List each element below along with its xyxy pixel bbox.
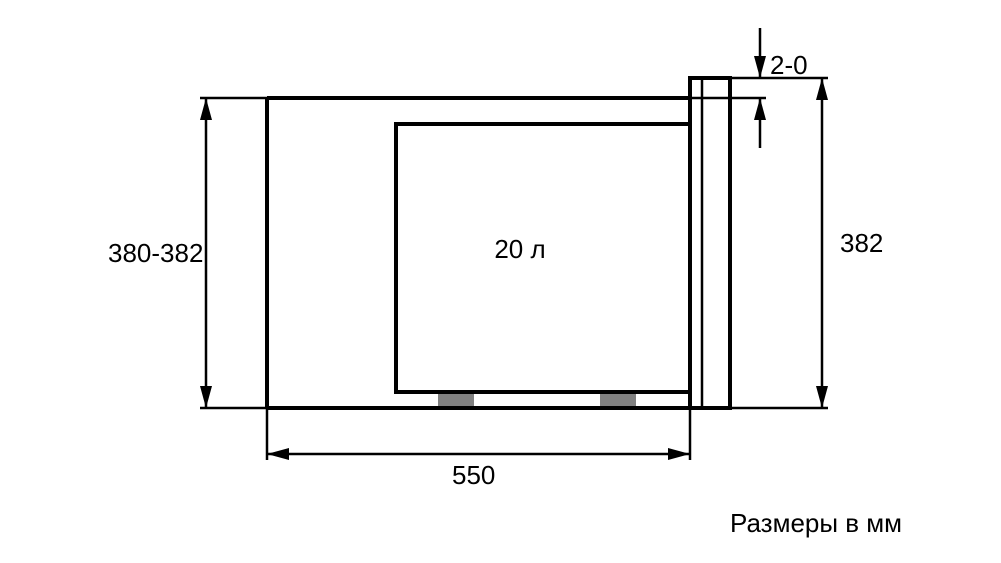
dim-label-right: 382 (840, 228, 883, 258)
unit-foot-0 (438, 392, 474, 408)
dim-label-left: 380-382 (108, 238, 203, 268)
arrow-head-down (816, 386, 828, 408)
arrow-head-up (754, 98, 766, 120)
dim-label-bottom: 550 (452, 460, 495, 490)
dim-label-gap: 2-0 (770, 50, 808, 80)
arrow-head-down (754, 56, 766, 78)
arrow-head-up (200, 98, 212, 120)
arrow-head-left (267, 448, 289, 460)
arrow-head-right (668, 448, 690, 460)
arrow-head-up (816, 78, 828, 100)
unit-foot-1 (600, 392, 636, 408)
arrow-head-down (200, 386, 212, 408)
side-panel-outer (690, 78, 730, 408)
caption: Размеры в мм (730, 508, 902, 538)
center-label: 20 л (494, 234, 545, 264)
